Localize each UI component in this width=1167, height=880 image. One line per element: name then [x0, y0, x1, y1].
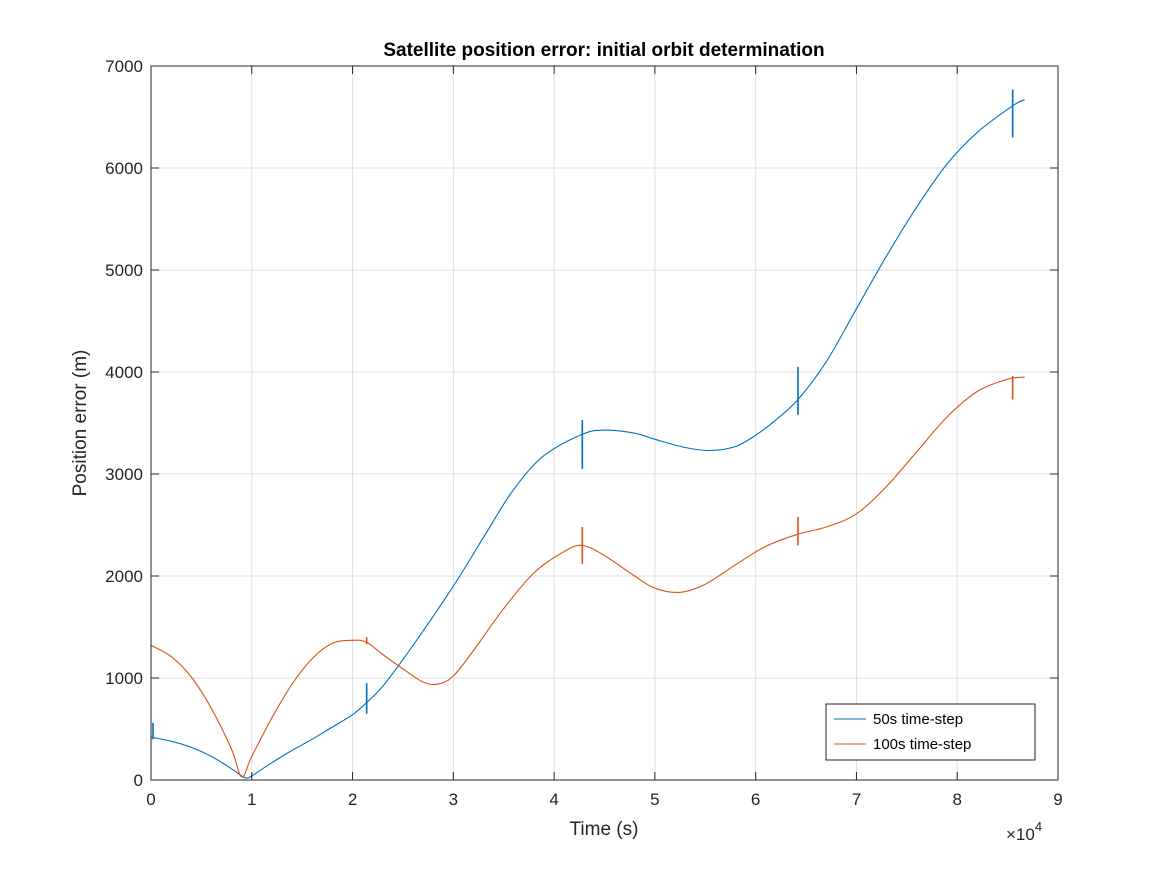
y-tick-label: 5000 — [105, 261, 143, 280]
x-tick-label: 9 — [1053, 790, 1062, 809]
y-tick-label: 7000 — [105, 57, 143, 76]
x-axis-label: Time (s) — [570, 819, 639, 840]
series-line-0 — [150, 99, 1025, 779]
legend-box — [825, 703, 1036, 761]
legend-label-50s: 50s time-step — [873, 711, 963, 728]
y-tick-label: 4000 — [105, 363, 143, 382]
y-tick-label: 1000 — [105, 669, 143, 688]
plot-area-background — [151, 66, 1058, 780]
ticks: 0 1 2 3 4 5 6 7 8 9 0 1000 2000 3000 4000 5000 6000 7000 — [105, 57, 1063, 809]
legend-label-100s: 100s time-step — [873, 736, 971, 753]
series-layer — [150, 89, 1025, 779]
x-tick-label: 0 — [146, 790, 155, 809]
y-axis-label: Position error (m) — [70, 350, 91, 497]
x-tick-label: 4 — [549, 790, 558, 809]
x-tick-label: 2 — [348, 790, 357, 809]
x-tick-label: 3 — [449, 790, 458, 809]
x-tick-label: 1 — [247, 790, 256, 809]
chart-title: Satellite position error: initial orbit … — [383, 40, 824, 61]
grid — [151, 66, 1058, 780]
plot-area-border — [150, 65, 1059, 781]
x-tick-label: 8 — [952, 790, 961, 809]
x-tick-label: 7 — [852, 790, 861, 809]
x-multiplier-base: ×10 — [1006, 825, 1035, 844]
y-tick-label: 6000 — [105, 159, 143, 178]
y-tick-label: 3000 — [105, 465, 143, 484]
y-tick-label: 0 — [134, 771, 143, 790]
legend: 50s time-step 100s time-step — [825, 703, 1036, 761]
x-axis-multiplier: ×104 — [1006, 819, 1042, 844]
series-line-1 — [150, 376, 1025, 778]
x-tick-label: 6 — [751, 790, 760, 809]
y-tick-label: 2000 — [105, 567, 143, 586]
x-tick-label: 5 — [650, 790, 659, 809]
x-multiplier-exponent: 4 — [1035, 819, 1042, 834]
